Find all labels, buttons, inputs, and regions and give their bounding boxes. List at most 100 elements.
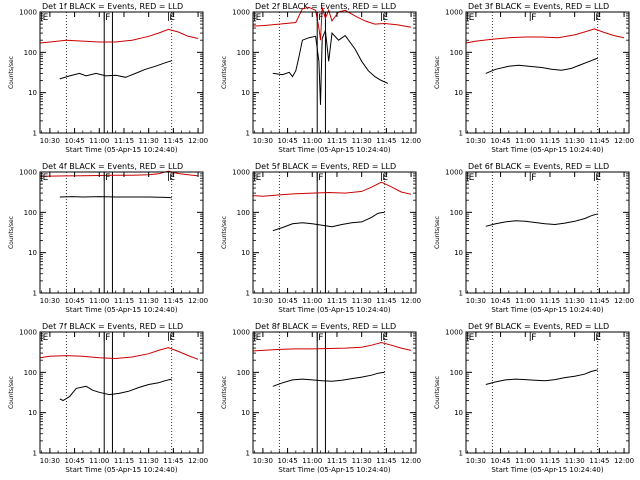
event-marker-label: F	[531, 173, 536, 183]
y-tick-label: 100	[450, 209, 463, 217]
x-tick-label: 11:15	[114, 297, 134, 305]
x-tick-label: 11:30	[139, 297, 159, 305]
x-axis-label: Start Time (05-Apr-15 10:24:40)	[65, 466, 177, 474]
y-tick-label: 1	[246, 290, 250, 298]
y-tick-label: 1000	[445, 169, 463, 177]
y-tick-label: 10	[241, 409, 250, 417]
y-tick-label: 10	[28, 89, 37, 97]
y-tick-label: 10	[28, 409, 37, 417]
series-line-events	[272, 371, 385, 387]
plot-title: Det 2f BLACK = Events, RED = LLD	[255, 2, 396, 11]
plot-panel-6: Det 6f BLACK = Events, RED = LLD E F E 1 10 10…	[434, 162, 634, 314]
x-tick-label: 11:45	[163, 457, 183, 465]
event-marker-label: E	[43, 173, 49, 183]
event-marker-label: F	[318, 333, 323, 343]
x-tick-label: 11:00	[515, 137, 535, 145]
series-line-lld	[39, 347, 199, 360]
y-tick-label: 1000	[445, 329, 463, 337]
y-tick-label: 1	[33, 130, 37, 138]
series-line-lld	[252, 341, 412, 352]
series-line-events	[485, 213, 598, 227]
x-tick-label: 12:00	[188, 457, 208, 465]
y-tick-label: 1	[33, 290, 37, 298]
x-tick-label: 12:00	[401, 457, 421, 465]
y-axis-label: Counts/sec	[8, 376, 15, 409]
y-tick-label: 1	[246, 130, 250, 138]
x-tick-label: 11:30	[565, 457, 585, 465]
x-tick-label: 11:15	[327, 297, 347, 305]
plot-panel-3: Det 3f BLACK = Events, RED = LLD E F E 1 10 10…	[434, 2, 634, 154]
x-axis-label: Start Time (05-Apr-15 10:24:40)	[491, 466, 603, 474]
plot-frame	[465, 331, 630, 454]
x-tick-label: 10:30	[466, 457, 486, 465]
x-tick-label: 11:15	[540, 297, 560, 305]
x-tick-label: 11:45	[589, 457, 609, 465]
plot-frame	[39, 11, 204, 134]
event-marker-label: F	[318, 13, 323, 23]
event-marker-label: F	[531, 13, 536, 23]
plot-panel-8: Det 8f BLACK = Events, RED = LLD E F E 1 10 10…	[221, 322, 421, 474]
event-marker-label: E	[169, 13, 175, 23]
plot-frame	[252, 331, 417, 454]
series-line-lld	[39, 170, 199, 177]
event-marker-label: E	[469, 333, 475, 343]
y-tick-label: 100	[237, 49, 250, 57]
event-marker-label: F	[531, 333, 536, 343]
x-tick-label: 11:30	[565, 297, 585, 305]
event-marker-label: E	[469, 173, 475, 183]
x-tick-label: 10:30	[40, 297, 60, 305]
y-tick-label: 1000	[232, 169, 250, 177]
x-tick-label: 11:00	[89, 137, 109, 145]
event-marker-label: E	[256, 13, 262, 23]
plot-panel-9: Det 9f BLACK = Events, RED = LLD E F E 1 10 10…	[434, 322, 634, 474]
x-tick-label: 11:00	[515, 297, 535, 305]
y-tick-label: 1000	[19, 329, 37, 337]
plot-frame	[252, 171, 417, 294]
x-tick-label: 11:45	[163, 137, 183, 145]
y-tick-label: 100	[237, 209, 250, 217]
x-tick-label: 11:00	[89, 457, 109, 465]
y-tick-label: 100	[237, 369, 250, 377]
y-tick-label: 100	[450, 369, 463, 377]
y-tick-label: 10	[28, 249, 37, 257]
x-axis-label: Start Time (05-Apr-15 10:24:40)	[491, 306, 603, 314]
x-tick-label: 10:30	[40, 137, 60, 145]
x-tick-label: 11:30	[352, 137, 372, 145]
y-tick-label: 1	[246, 450, 250, 458]
event-marker-label: E	[43, 333, 49, 343]
x-tick-label: 10:45	[490, 297, 510, 305]
x-tick-label: 11:15	[114, 457, 134, 465]
plot-title: Det 6f BLACK = Events, RED = LLD	[468, 162, 609, 171]
x-tick-label: 11:30	[565, 137, 585, 145]
event-marker-label: F	[318, 173, 323, 183]
event-marker-label: E	[382, 173, 388, 183]
x-tick-label: 11:00	[302, 297, 322, 305]
event-marker-label: E	[256, 333, 262, 343]
event-marker-label: F	[105, 13, 110, 23]
x-axis-label: Start Time (05-Apr-15 10:24:40)	[65, 306, 177, 314]
y-tick-label: 1000	[19, 169, 37, 177]
x-tick-label: 11:15	[327, 137, 347, 145]
plot-frame	[39, 171, 204, 294]
y-tick-label: 100	[24, 49, 37, 57]
x-tick-label: 10:30	[466, 137, 486, 145]
x-tick-label: 10:30	[253, 297, 273, 305]
plot-title: Det 7f BLACK = Events, RED = LLD	[42, 322, 183, 331]
plot-title: Det 9f BLACK = Events, RED = LLD	[468, 322, 609, 331]
y-tick-label: 1	[33, 450, 37, 458]
x-axis-label: Start Time (05-Apr-15 10:24:40)	[65, 146, 177, 154]
x-tick-label: 10:45	[277, 297, 297, 305]
y-tick-label: 1	[459, 130, 463, 138]
y-tick-label: 1000	[232, 329, 250, 337]
x-tick-label: 11:30	[139, 137, 159, 145]
x-tick-label: 11:45	[589, 297, 609, 305]
y-tick-label: 1000	[19, 9, 37, 17]
x-tick-label: 11:00	[89, 297, 109, 305]
y-tick-label: 1	[459, 450, 463, 458]
x-tick-label: 11:15	[540, 457, 560, 465]
plot-title: Det 4f BLACK = Events, RED = LLD	[42, 162, 183, 171]
y-tick-label: 1000	[232, 9, 250, 17]
event-marker-label: E	[595, 333, 601, 343]
plot-panel-2: Det 2f BLACK = Events, RED = LLD E F E 1 10 10…	[221, 2, 421, 154]
y-tick-label: 10	[241, 89, 250, 97]
